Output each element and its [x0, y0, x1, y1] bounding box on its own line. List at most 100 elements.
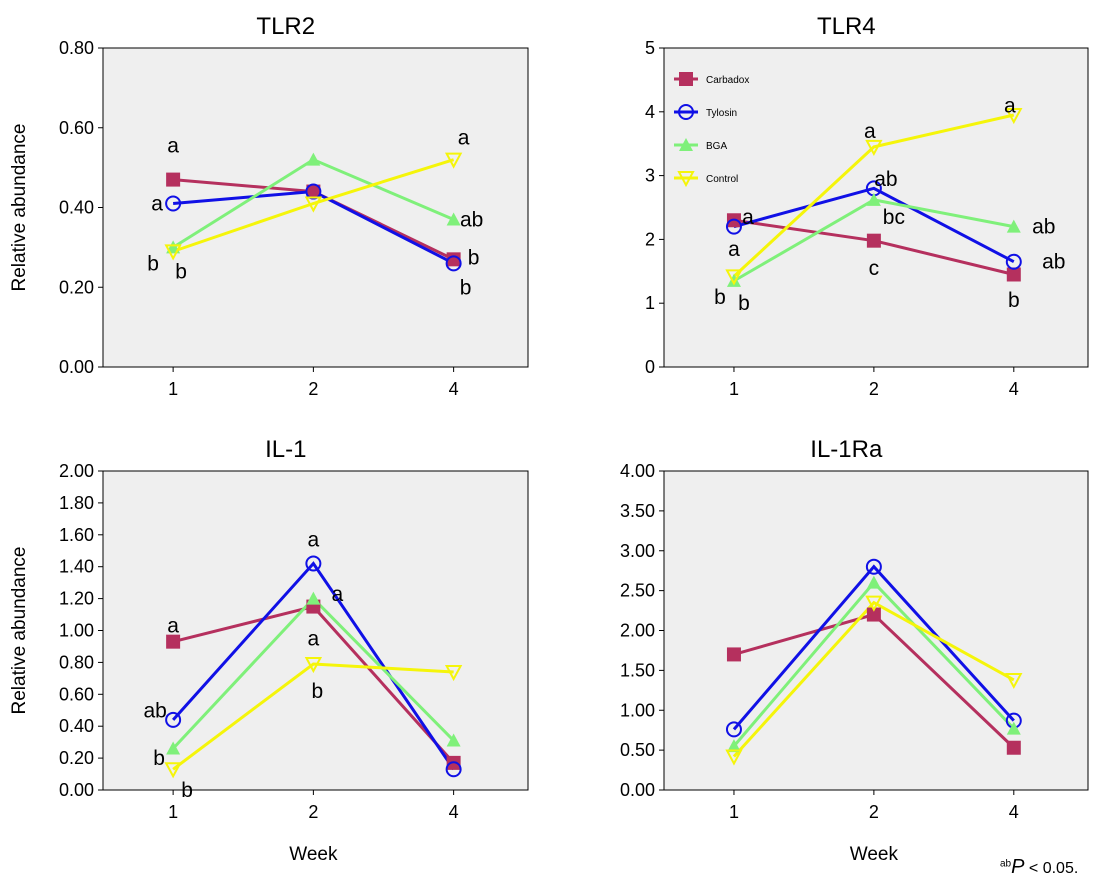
significance-letter: ab: [143, 699, 166, 722]
data-point-tylosin: [445, 761, 462, 778]
significance-letter: b: [181, 779, 193, 802]
significance-letter: ab: [460, 208, 483, 231]
y-tick-label: 0.60: [59, 118, 94, 138]
y-axis-label: Relative abundance: [9, 124, 30, 292]
legend-marker-control: [677, 171, 695, 188]
significance-letter: a: [167, 615, 179, 638]
data-point-bga: [1006, 219, 1021, 233]
data-point-bga: [1006, 721, 1021, 735]
footnote-text: < 0.05.: [1024, 860, 1079, 877]
plot-area: [663, 470, 1089, 791]
significance-footnote: abP < 0.05.: [1000, 856, 1078, 879]
data-point-carbadox: [446, 252, 461, 267]
data-point-tylosin: [865, 558, 882, 575]
legend-label: Tylosin: [706, 108, 737, 119]
significance-letter: a: [728, 238, 740, 261]
legend-marker-carbadox: [679, 72, 693, 86]
significance-letter: a: [864, 120, 876, 143]
data-point-bga: [446, 212, 461, 226]
significance-letter: a: [742, 206, 754, 229]
significance-letter: a: [151, 193, 163, 216]
data-point-tylosin: [305, 555, 322, 572]
chart-title: IL-1: [265, 436, 306, 463]
y-tick-label: 0.20: [59, 277, 94, 297]
data-point-carbadox: [866, 607, 881, 622]
y-tick-label: 0.40: [59, 198, 94, 218]
significance-letter: a: [332, 583, 344, 606]
data-point-bga: [446, 733, 461, 747]
y-tick-label: 0: [645, 357, 655, 377]
panel-tlr2: TLR2 0.00 0.20 0.40 0.60 0.80 1 2 4 Relative abun…: [9, 13, 529, 399]
data-point-control: [164, 244, 182, 261]
series-line-control: [732, 600, 1015, 758]
significance-letter: ab: [1032, 216, 1055, 239]
y-tick-label: 0.00: [59, 780, 94, 800]
legend-marker-bga: [679, 138, 693, 151]
x-tick-label: 4: [1009, 379, 1019, 399]
data-point-carbadox: [166, 172, 181, 187]
significance-letter: bc: [883, 206, 905, 229]
series-line-control: [172, 158, 455, 253]
y-tick-label: 1.60: [59, 525, 94, 545]
y-tick-label: 1.20: [59, 589, 94, 609]
data-point-control: [865, 595, 883, 612]
y-tick-label: 1.50: [620, 660, 655, 680]
data-point-control: [304, 656, 323, 674]
data-point-control: [865, 139, 883, 156]
y-tick-label: 0.60: [59, 684, 94, 704]
legend: Carbadox Tylosin BGA Control: [674, 72, 749, 188]
y-axis-label: Relative abundance: [9, 547, 30, 715]
series-line-tylosin: [172, 561, 455, 771]
significance-letter: a: [458, 127, 470, 150]
data-point-control: [1005, 107, 1023, 125]
x-tick-label: 2: [308, 802, 318, 822]
data-point-carbadox: [1006, 740, 1021, 755]
data-point-tylosin: [725, 721, 742, 738]
panel-il-1ra: IL-1Ra 0.00 0.50 1.00 1.50 2.00 2.50 3.00 3.50 4.…: [620, 436, 1089, 865]
footnote-p: P: [1011, 856, 1025, 878]
significance-letter: b: [714, 286, 726, 309]
y-tick-label: 3.00: [620, 541, 655, 561]
plot-area: [102, 470, 529, 791]
data-point-tylosin: [165, 711, 182, 728]
series-line-tylosin: [732, 564, 1015, 731]
x-axis-label: Week: [289, 844, 338, 865]
x-tick-label: 2: [308, 379, 318, 399]
data-point-tylosin: [1005, 253, 1022, 270]
significance-letter: b: [175, 260, 187, 283]
data-point-bga: [726, 739, 741, 753]
data-point-carbadox: [866, 233, 881, 248]
chart-title: IL-1Ra: [810, 436, 883, 463]
legend-marker-tylosin: [678, 104, 694, 120]
y-tick-label: 2.00: [59, 461, 94, 481]
x-tick-label: 1: [729, 802, 739, 822]
y-tick-label: 3: [645, 166, 655, 186]
significance-letter: ab: [1042, 251, 1065, 274]
data-point-tylosin: [165, 195, 182, 212]
chart-title: TLR4: [817, 13, 876, 40]
y-tick-label: 3.50: [620, 501, 655, 521]
data-point-control: [1005, 672, 1023, 690]
y-tick-label: 1.40: [59, 557, 94, 577]
y-tick-label: 0.80: [59, 38, 94, 58]
x-tick-label: 1: [168, 802, 178, 822]
y-tick-label: 1: [645, 293, 655, 313]
panel-il-1: IL-1 0.00 0.20 0.40 0.60 0.80 1.00 1.20 1.40 1.60…: [9, 436, 529, 865]
data-point-tylosin: [305, 183, 322, 200]
y-tick-label: 5: [645, 38, 655, 58]
data-point-carbadox: [166, 634, 181, 649]
data-point-control: [725, 269, 743, 286]
x-axis-label: Week: [850, 844, 899, 865]
data-point-bga: [306, 591, 321, 605]
significance-letter: b: [460, 276, 472, 299]
series-line-control: [732, 113, 1015, 278]
significance-letter: a: [1004, 94, 1016, 117]
y-tick-label: 4.00: [620, 461, 655, 481]
x-tick-label: 1: [168, 379, 178, 399]
significance-letter: a: [308, 529, 320, 552]
y-tick-label: 1.00: [620, 700, 655, 720]
y-tick-label: 0.50: [620, 740, 655, 760]
data-point-bga: [866, 192, 881, 206]
data-point-bga: [726, 273, 741, 287]
x-tick-label: 2: [869, 379, 879, 399]
